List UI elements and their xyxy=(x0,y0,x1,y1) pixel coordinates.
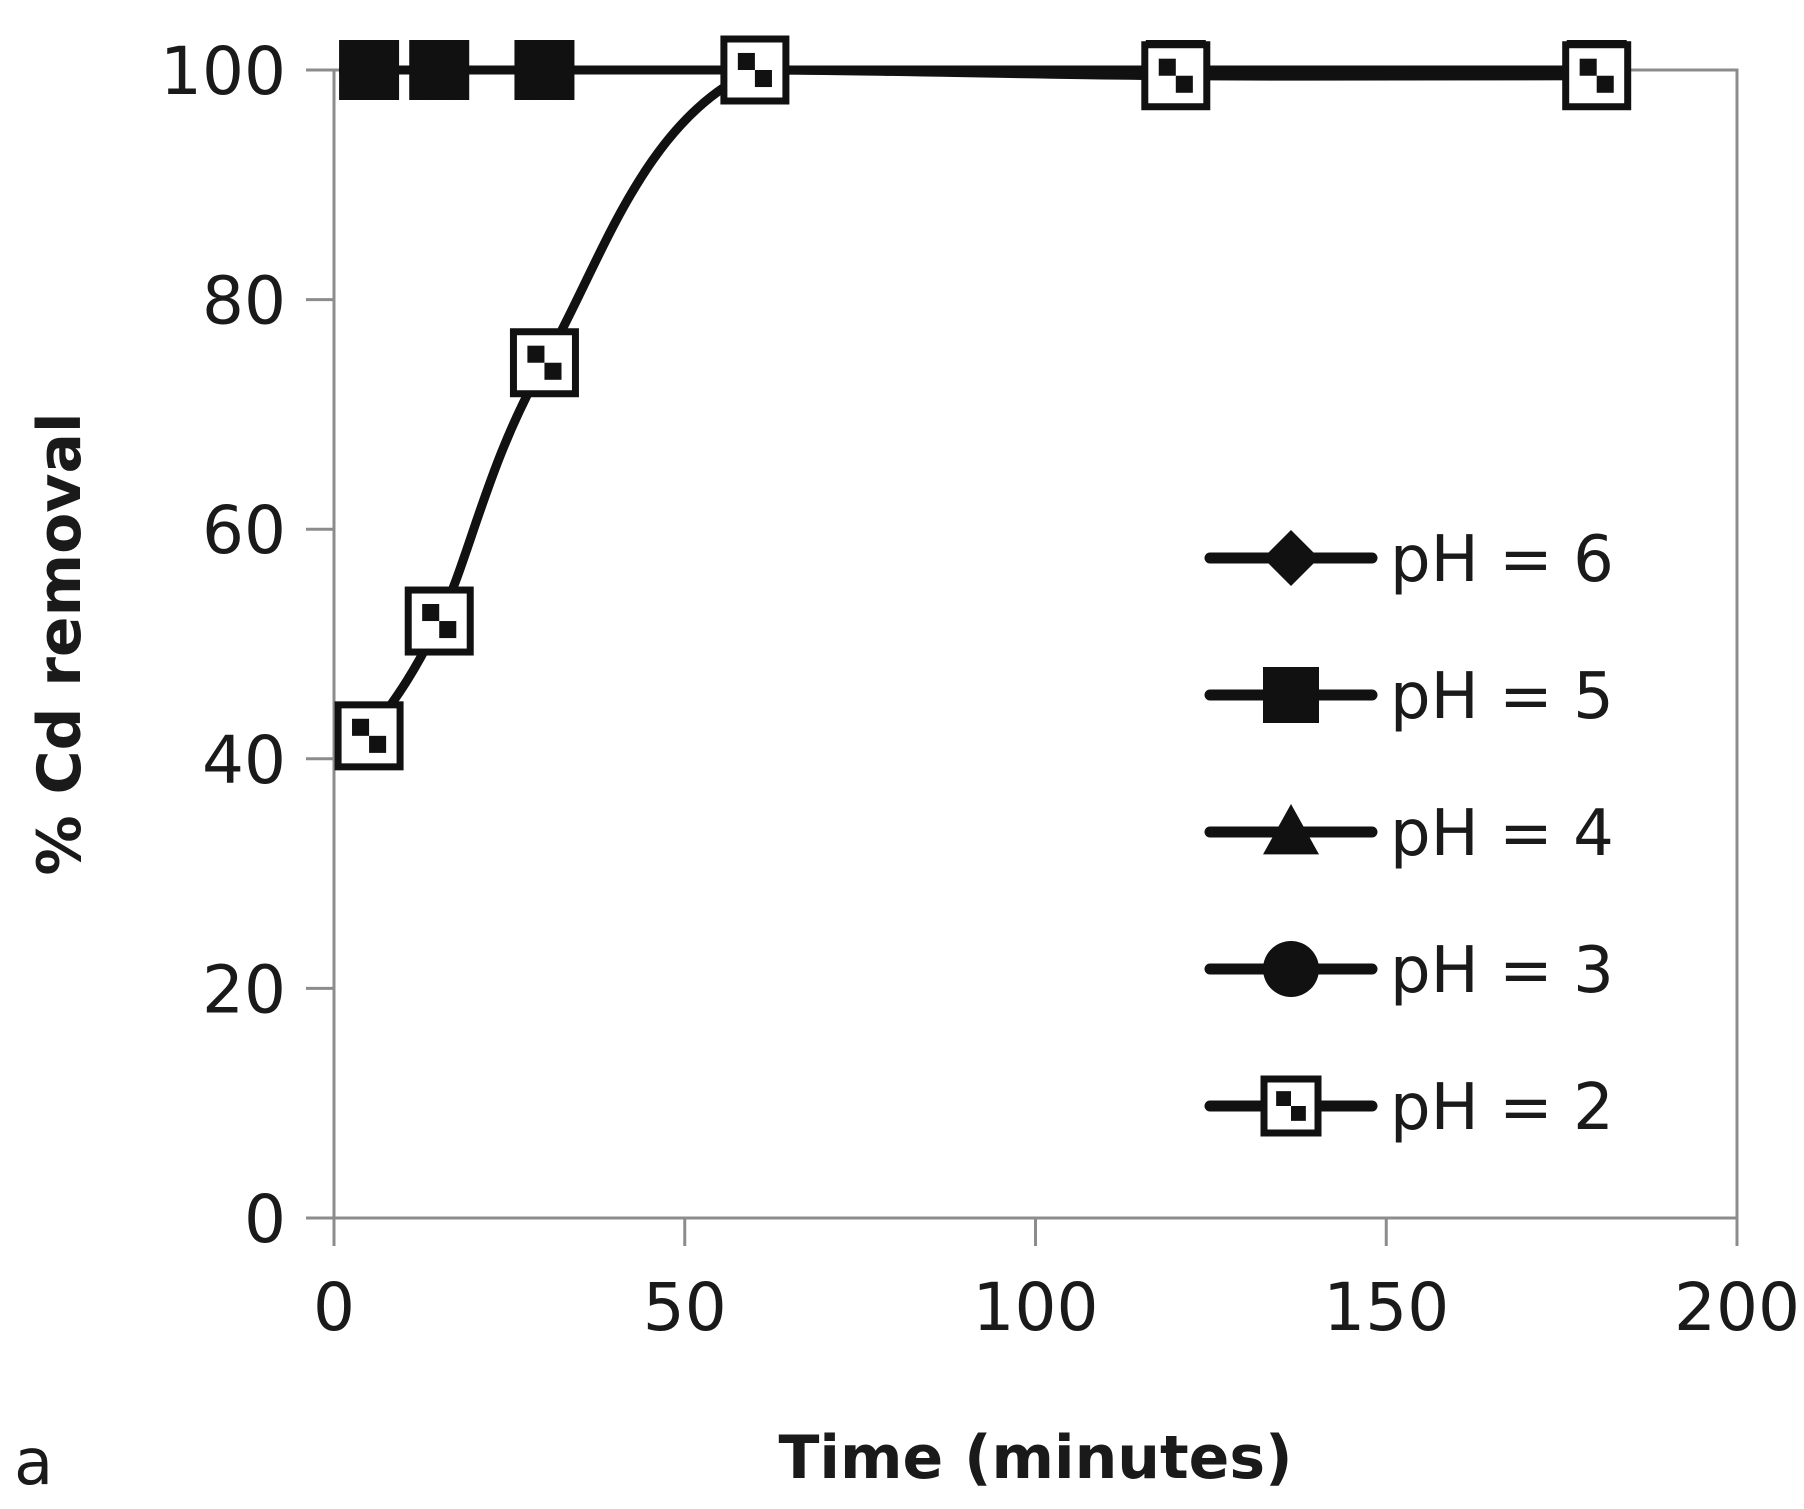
marker-check xyxy=(352,718,370,736)
y-tick-label: 0 xyxy=(244,1181,286,1258)
x-tick-label: 200 xyxy=(1674,1269,1800,1346)
marker-check xyxy=(527,345,545,363)
marker-check xyxy=(1158,58,1176,76)
legend-marker xyxy=(1263,941,1319,997)
y-tick-label: 100 xyxy=(160,33,286,110)
legend-label: pH = 4 xyxy=(1390,797,1614,871)
marker-check xyxy=(1276,1091,1291,1106)
data-point xyxy=(514,40,575,100)
legend-item: pH = 4 xyxy=(1204,797,1614,871)
marker-check xyxy=(1579,58,1597,76)
marker-check xyxy=(1596,75,1614,93)
x-axis-title: Time (minutes) xyxy=(778,1423,1292,1493)
y-tick-label: 60 xyxy=(202,492,286,569)
legend-label: pH = 3 xyxy=(1390,934,1614,1008)
data-point xyxy=(509,328,579,398)
marker-check xyxy=(544,362,562,380)
x-tick-label: 50 xyxy=(643,1269,727,1346)
data-point xyxy=(334,701,404,771)
marker-check xyxy=(369,735,387,753)
marker-check xyxy=(754,70,772,88)
series-ph-2 xyxy=(334,35,1632,771)
legend-marker xyxy=(1263,530,1319,586)
marker-check xyxy=(737,52,755,70)
data-point xyxy=(409,40,470,100)
marker-check xyxy=(1291,1106,1306,1121)
legend-marker xyxy=(1263,667,1319,723)
plot-area xyxy=(332,68,1739,1220)
marker-check xyxy=(1175,75,1193,93)
marker-check xyxy=(439,621,457,639)
legend-label: pH = 5 xyxy=(1390,660,1614,734)
series-layer xyxy=(334,35,1632,771)
legend-label: pH = 6 xyxy=(1390,523,1614,597)
data-point xyxy=(720,35,790,105)
axes: 0 50 100 150 200 0 20 40 60 80 100 xyxy=(160,33,1800,1346)
y-tick-label: 20 xyxy=(202,951,286,1028)
legend-item: pH = 6 xyxy=(1204,523,1614,597)
legend-item: pH = 2 xyxy=(1204,1071,1614,1145)
y-tick-label: 80 xyxy=(202,263,286,340)
legend-label: pH = 2 xyxy=(1390,1071,1614,1145)
legend-marker xyxy=(1260,1075,1322,1137)
x-tick-label: 150 xyxy=(1323,1269,1449,1346)
panel-label: a xyxy=(14,1426,53,1500)
marker-check xyxy=(422,603,440,622)
series-line xyxy=(364,65,1602,741)
data-point xyxy=(1141,41,1211,111)
legend-marker xyxy=(1263,804,1319,855)
legend: pH = 6 pH = 5 pH = 4 pH = 3 pH = 2 xyxy=(1204,523,1614,1145)
x-tick-label: 100 xyxy=(973,1269,1099,1346)
x-tick-label: 0 xyxy=(313,1269,355,1346)
y-tick-label: 40 xyxy=(202,722,286,799)
data-point xyxy=(1562,41,1632,111)
legend-item: pH = 3 xyxy=(1204,934,1614,1008)
legend-item: pH = 5 xyxy=(1204,660,1614,734)
data-point xyxy=(404,586,474,656)
y-axis-title: % Cd removal xyxy=(25,412,95,875)
data-point xyxy=(339,40,400,100)
